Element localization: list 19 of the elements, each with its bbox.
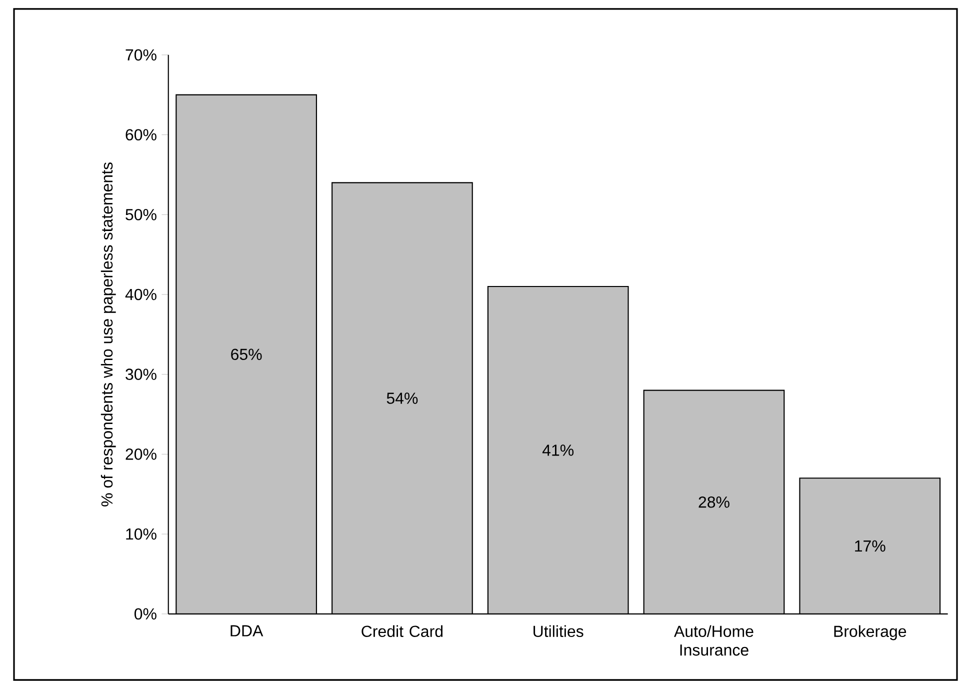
- y-axis-title: % of respondents who use paperless statements: [100, 162, 116, 506]
- x-tick-label: Auto/Home Insurance: [674, 625, 754, 656]
- y-tick-label: 20%: [126, 448, 156, 460]
- data-label: 54%: [386, 392, 418, 404]
- y-tick-label: 60%: [126, 129, 156, 140]
- data-label: 41%: [542, 444, 574, 456]
- x-tick-label: DDA: [230, 625, 264, 636]
- x-tick-label: Brokerage: [834, 625, 906, 640]
- x-tick-label: Credit Card: [362, 625, 442, 638]
- y-tick-label: 0%: [134, 608, 156, 620]
- y-tick-label: 30%: [126, 368, 156, 380]
- y-tick-label: 70%: [126, 49, 156, 61]
- data-label: 17%: [855, 540, 886, 552]
- y-tick-label: 10%: [126, 528, 156, 540]
- y-tick-label: 50%: [126, 208, 156, 220]
- x-tick-label: Utilities: [534, 625, 584, 638]
- data-label: 65%: [231, 348, 262, 360]
- y-tick-label: 40%: [125, 288, 156, 300]
- data-label: 28%: [698, 496, 730, 508]
